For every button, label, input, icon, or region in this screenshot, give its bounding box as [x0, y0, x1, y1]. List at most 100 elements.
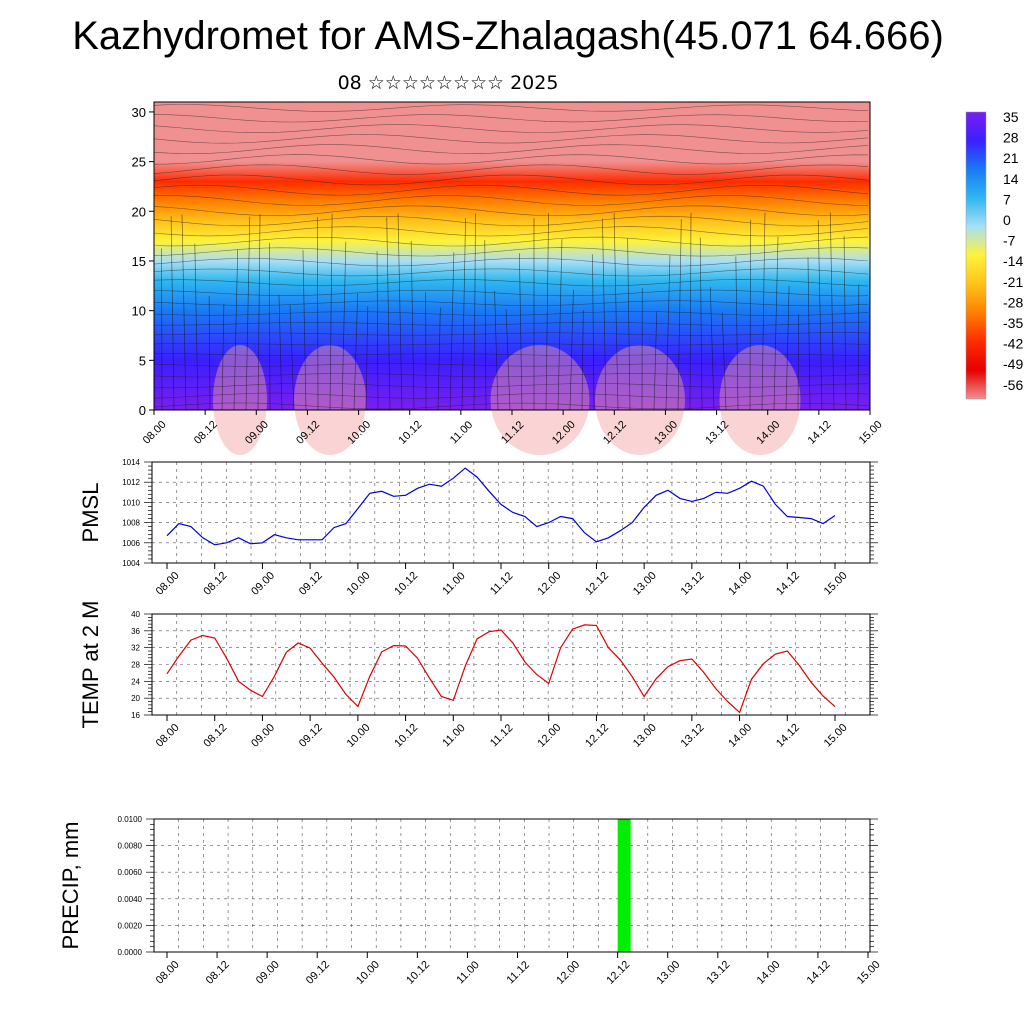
x-tick-label: 14.00 [726, 722, 754, 750]
x-tick-label: 13.12 [705, 959, 733, 987]
wind-barb [817, 220, 823, 411]
wind-barb [194, 243, 199, 411]
y-tick-label: 0.0080 [118, 842, 143, 851]
wind-streamline [153, 205, 869, 217]
wind-streamline [153, 104, 869, 112]
wind-streamline [153, 321, 869, 326]
wind-barb [653, 311, 658, 411]
colorbar-label: -35 [1003, 315, 1023, 331]
colorbar-label: 28 [1003, 130, 1019, 146]
y-tick-label: 40 [131, 610, 140, 619]
x-tick-label: 13.12 [679, 570, 707, 598]
wind-barb [689, 212, 692, 411]
y-tick-label: 10 [132, 304, 146, 319]
x-tick-label: 12.12 [583, 722, 611, 750]
wind-barb [773, 236, 779, 411]
wind-streamline [153, 373, 869, 378]
precip-bar [617, 819, 631, 952]
surface-warm-area [490, 345, 590, 455]
x-tick-label: 11.00 [440, 722, 467, 749]
wind-barb [505, 308, 511, 411]
y-tick-label: 0.0000 [118, 948, 143, 957]
wind-barb [268, 242, 271, 411]
wind-streamlines [153, 104, 869, 410]
wind-barb [545, 213, 549, 411]
x-tick-label: 13.12 [679, 722, 707, 750]
temp-series-line [166, 624, 836, 714]
wind-barb [329, 213, 333, 411]
wind-barb [289, 304, 295, 411]
panel-frame [151, 461, 871, 564]
panel-grid [152, 461, 870, 564]
wind-barb [665, 255, 671, 411]
wind-barb [857, 284, 860, 411]
wind-barb [613, 212, 619, 411]
wind-barb [569, 289, 574, 411]
wind-streamline [153, 124, 869, 133]
y-tick-label: 1006 [122, 539, 140, 548]
wind-barb [278, 294, 283, 411]
wind-barb [557, 239, 563, 411]
x-tick-label: 15.00 [857, 419, 885, 447]
wind-barb [302, 250, 307, 411]
panel-frame [153, 818, 871, 953]
y-tick-label: 1010 [122, 498, 140, 507]
surface-warm-area [213, 345, 267, 455]
wind-barb [386, 217, 391, 411]
wind-barb [735, 256, 739, 411]
x-tick-label: 10.00 [345, 722, 373, 750]
wind-barb [410, 240, 415, 411]
colorbar-label: -7 [1003, 233, 1016, 249]
y-tick-label: 1012 [122, 478, 140, 487]
y-axis-label: PRECIP, mm [58, 822, 83, 950]
x-tick-label: 11.00 [454, 959, 481, 986]
x-tick-label: 09.12 [297, 570, 325, 598]
colorbar-label: 7 [1003, 191, 1011, 207]
y-tick-label: 30 [132, 105, 146, 120]
x-tick-label: 14.12 [774, 722, 802, 750]
pmsl-series-line [166, 467, 836, 546]
x-tick-label: 10.00 [345, 570, 373, 598]
x-tick-label: 08.00 [154, 959, 182, 987]
x-tick-label: 13.00 [631, 570, 659, 598]
x-tick-label: 08.12 [204, 959, 232, 987]
wind-barb [208, 295, 211, 411]
y-tick-label: 20 [131, 694, 140, 703]
colorbar [965, 111, 987, 400]
colorbar-label: -49 [1003, 356, 1023, 372]
x-tick-label: 14.12 [806, 419, 834, 447]
wind-barb [397, 213, 403, 411]
wind-barb [365, 306, 369, 411]
y-tick-label: 0 [139, 403, 146, 418]
wind-streamline [153, 268, 869, 277]
x-tick-label: 09.00 [249, 570, 277, 598]
wind-streamline [153, 402, 869, 410]
wind-barb [829, 212, 835, 411]
x-tick-label: 14.00 [726, 570, 754, 598]
wind-streamline [153, 363, 869, 367]
x-tick-label: 14.12 [774, 570, 802, 598]
wind-barb [807, 257, 811, 411]
wind-streamline [153, 353, 869, 357]
wind-barbs [161, 212, 860, 411]
y-tick-label: 0.0040 [118, 895, 143, 904]
wind-barb [221, 303, 225, 411]
y-axis-label: PMSL [78, 483, 103, 543]
y-tick-label: 20 [132, 204, 146, 219]
y-tick-label: 24 [131, 677, 140, 686]
wind-barb [519, 253, 523, 411]
wind-streamline [153, 215, 869, 227]
y-tick-label: 0.0060 [118, 868, 143, 877]
wind-streamline [153, 134, 869, 144]
colorbar-label: 35 [1003, 109, 1019, 125]
colorbar-label: -56 [1003, 377, 1023, 393]
wind-barb [353, 293, 359, 411]
colorbar-label: -42 [1003, 336, 1023, 352]
chart-subtitle: 08 ☆☆☆☆☆☆☆☆ 2025 [337, 72, 559, 94]
wind-barb [721, 312, 727, 411]
wind-barb [257, 214, 261, 411]
x-tick-label: 08.12 [201, 722, 229, 750]
wind-streamline [153, 164, 869, 175]
wind-barb [473, 213, 476, 411]
